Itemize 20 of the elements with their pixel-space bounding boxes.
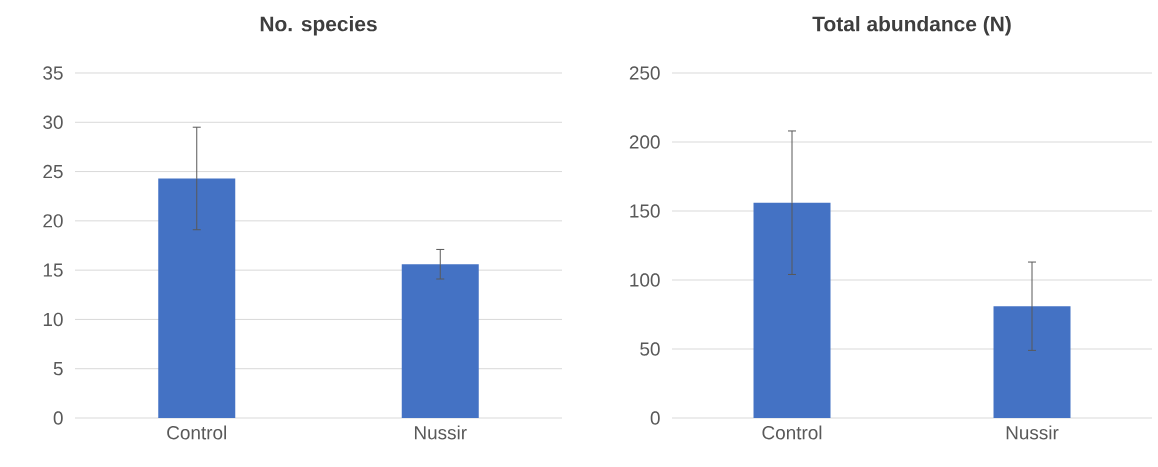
y-tick-label: 50: [640, 342, 660, 356]
y-tick-label: 30: [43, 115, 63, 129]
chart-title: Total abundance (N): [812, 16, 1011, 36]
y-tick-label: 35: [43, 66, 63, 80]
y-tick-label: 20: [43, 214, 63, 228]
y-tick-label: 0: [650, 411, 660, 425]
y-tick-label: 250: [629, 66, 660, 80]
y-tick-label: 25: [43, 164, 63, 179]
x-tick-label: Control: [762, 425, 822, 440]
y-tick-label: 0: [53, 411, 63, 425]
y-tick-label: 200: [629, 135, 660, 149]
y-tick-label: 15: [43, 263, 63, 277]
y-tick-label: 5: [53, 362, 63, 376]
y-tick-label: 150: [630, 204, 660, 218]
x-tick-label: Nussir: [1006, 425, 1059, 440]
x-tick-label: Nussir: [414, 425, 467, 440]
x-tick-label: Control: [167, 425, 226, 440]
y-tick-label: 100: [630, 273, 660, 287]
y-tick-label: 10: [43, 312, 63, 327]
chart-title: No. species: [260, 16, 377, 36]
